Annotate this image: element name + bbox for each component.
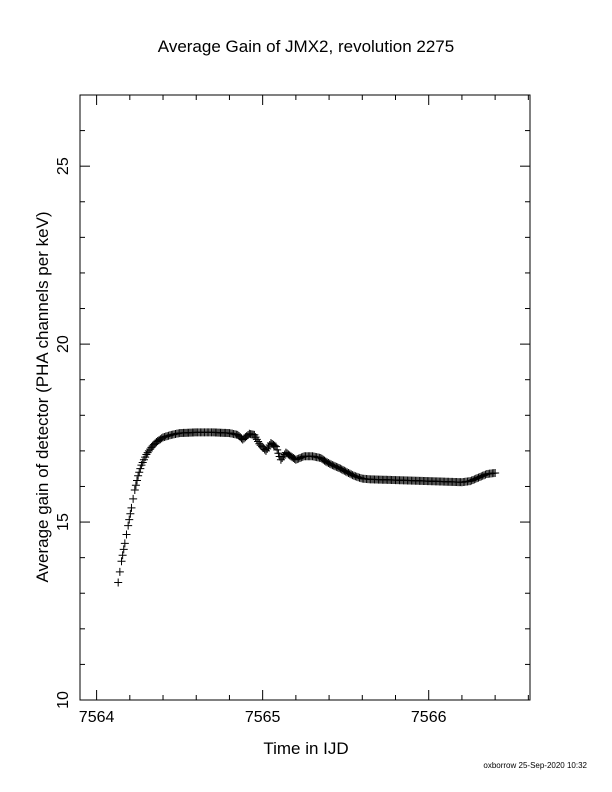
chart-title: Average Gain of JMX2, revolution 2275 (158, 37, 454, 56)
footer-credit: oxborrow 25-Sep-2020 10:32 (483, 761, 587, 770)
y-tick-label: 15 (55, 513, 72, 531)
data-point (120, 539, 129, 548)
plot-frame (79, 94, 531, 701)
data-point (127, 503, 136, 512)
x-tick-label: 7565 (245, 709, 281, 726)
data-point (126, 509, 135, 518)
y-tick-label: 20 (55, 335, 72, 353)
data-point (114, 578, 123, 587)
data-point (131, 481, 140, 490)
data-point (491, 468, 500, 477)
data-point (115, 567, 124, 576)
axis-ticks (80, 95, 530, 700)
data-point (122, 530, 131, 539)
x-tick-label: 7566 (411, 709, 447, 726)
data-point (130, 486, 139, 495)
data-point (119, 545, 128, 554)
y-axis-label: Average gain of detector (PHA channels p… (33, 211, 52, 582)
data-point (134, 471, 143, 480)
data-point (270, 441, 279, 450)
data-point (117, 557, 126, 566)
data-point (135, 468, 144, 477)
data-series (114, 428, 500, 587)
data-point (129, 494, 138, 503)
data-point (125, 515, 134, 524)
data-point (118, 551, 127, 560)
x-tick-label: 7564 (79, 709, 115, 726)
data-point (273, 445, 282, 454)
data-point (124, 521, 133, 530)
data-point (133, 476, 142, 485)
data-point (274, 449, 283, 458)
data-point (136, 464, 145, 473)
y-tick-label: 25 (55, 157, 72, 175)
data-point (271, 442, 280, 451)
y-tick-label: 10 (55, 691, 72, 709)
tick-labels: 7564 7565 7566 10 15 20 25 (55, 157, 447, 726)
x-axis-label: Time in IJD (263, 739, 348, 758)
